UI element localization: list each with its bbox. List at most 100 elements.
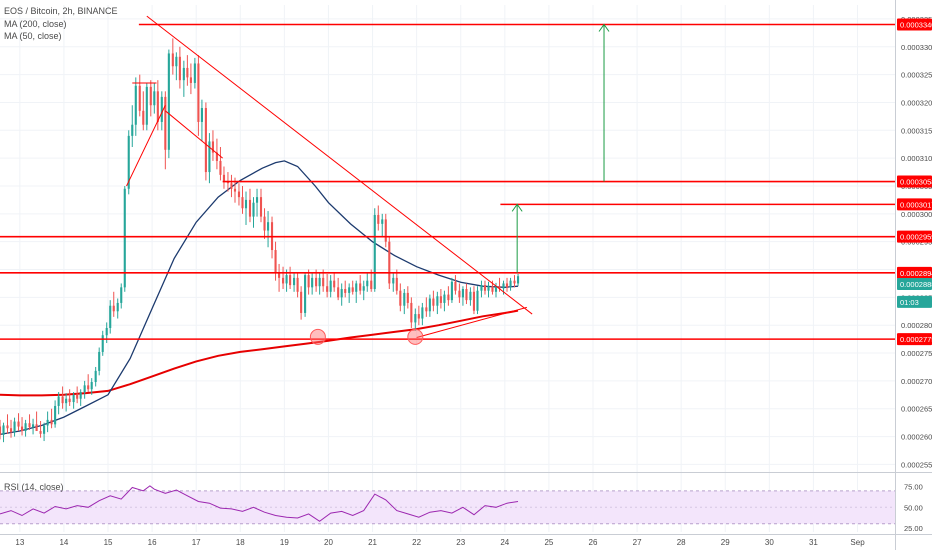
time-tick-label: 17 (192, 538, 201, 547)
symbol-legend[interactable]: EOS / Bitcoin, 2h, BINANCE (4, 6, 118, 16)
candle-down (259, 197, 263, 217)
candle-down (237, 191, 241, 198)
ma200-line (0, 309, 519, 397)
time-tick-label: 16 (148, 538, 157, 547)
candle-up (516, 276, 520, 284)
price-label-text: 0.0003058 (900, 178, 932, 187)
candle-down (351, 287, 354, 292)
candle-up (403, 292, 406, 306)
candle-up (494, 286, 498, 292)
price-axis[interactable]: 0.00033500.00033000.00032500.00032000.00… (897, 15, 932, 533)
price-label-box (897, 18, 932, 31)
candle-down (337, 287, 340, 298)
candle-down (278, 272, 281, 278)
price-label-text: 0.0002894 (900, 269, 932, 278)
candle-up (252, 202, 255, 217)
candle-down (211, 141, 215, 153)
candle-up (362, 286, 365, 291)
time-tick-label: 28 (677, 538, 686, 547)
trendline (126, 105, 166, 187)
candle-up (428, 298, 431, 312)
candle-down (226, 181, 229, 184)
candle-up (436, 296, 439, 306)
candle-up (193, 63, 196, 83)
candle-up (109, 305, 112, 328)
candle-down (307, 275, 310, 288)
candle-down (20, 426, 24, 432)
time-axis[interactable]: 13 14 15 16 17 18 19 20 21 22 23 24 25 26 27 28 29 30 31 Se… (15, 538, 865, 547)
price-label-text: 0.0003017 (900, 200, 932, 209)
candle-down (219, 160, 222, 175)
candle-up (392, 277, 395, 284)
candle-up (57, 396, 60, 406)
target-arrow-head (511, 203, 523, 212)
candle-up (65, 398, 68, 404)
candle-down (505, 283, 509, 288)
price-label-text: 0.0003340 (900, 20, 932, 29)
candle-down (399, 290, 402, 306)
candle-up (267, 222, 270, 231)
touch-marker (407, 328, 424, 345)
ma50-legend[interactable]: MA (50, close) (4, 31, 62, 41)
price-label-text: 01:03 (900, 298, 919, 307)
candle-down (513, 280, 516, 284)
target-arrow-head (598, 23, 610, 32)
trendline (416, 306, 527, 338)
candle-down (142, 110, 145, 125)
candle-up (480, 285, 483, 291)
candle-down (186, 67, 189, 78)
time-tick-label: 18 (236, 538, 245, 547)
candle-down (296, 277, 299, 292)
candle-down (454, 281, 457, 291)
time-tick-label: 31 (809, 538, 818, 547)
candle-down (156, 91, 159, 122)
time-tick-label: 29 (721, 538, 730, 547)
candle-up (502, 283, 505, 289)
candle-down (215, 152, 218, 161)
candle-up (348, 287, 351, 293)
candle-up (116, 302, 119, 312)
time-tick-label: 25 (544, 538, 553, 547)
ma200-legend[interactable]: MA (200, close) (4, 19, 67, 29)
candle-down (377, 214, 380, 224)
time-tick-label: 15 (104, 538, 113, 547)
time-tick-label: 13 (15, 538, 24, 547)
candle-up (54, 405, 57, 425)
rsi-legend[interactable]: RSI (14, close) (4, 482, 64, 492)
candle-down (197, 63, 200, 122)
candle-up (43, 425, 46, 434)
price-label-box (897, 295, 932, 308)
candle-up (90, 382, 93, 390)
candle-down (0, 426, 2, 435)
rsi-tick-label: 25.00 (904, 524, 923, 533)
candle-up (105, 327, 108, 336)
candle-up (366, 280, 369, 287)
price-label-box (897, 198, 932, 211)
candle-up (293, 277, 296, 286)
touch-marker (309, 328, 326, 345)
candle-down (472, 291, 476, 311)
candle-up (123, 188, 126, 288)
candle-up (318, 277, 321, 287)
candle-down (406, 292, 409, 303)
candle-up (127, 135, 130, 189)
candle-up (304, 275, 307, 313)
candle-down (458, 290, 461, 298)
candle-down (289, 275, 292, 286)
candle-up (340, 289, 343, 298)
time-tick-label: Sep (850, 538, 865, 547)
candle-down (17, 421, 20, 427)
candle-up (94, 370, 97, 383)
rsi-tick-label: 50.00 (904, 503, 923, 512)
price-label-text: 0.0002775 (900, 335, 932, 344)
candle-down (68, 398, 71, 403)
candle-down (491, 286, 494, 292)
rsi-pane (0, 485, 895, 525)
candle-down (300, 291, 303, 313)
time-tick-label: 14 (59, 538, 68, 547)
